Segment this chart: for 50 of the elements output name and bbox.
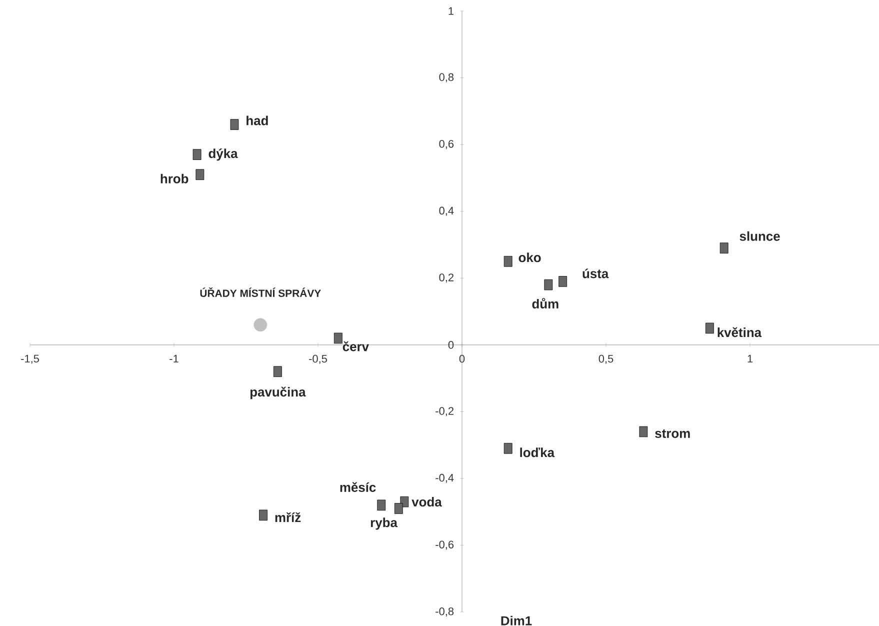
annotation: květina bbox=[718, 327, 762, 338]
x-tick-label: 0 bbox=[459, 354, 465, 363]
point bbox=[254, 318, 268, 332]
annotation: strom bbox=[655, 429, 690, 438]
text: ÚŘADY MÍSTNÍ SPRÁVY bbox=[200, 288, 321, 297]
y-tick-label: -0,6 bbox=[436, 540, 454, 550]
x-axis-title: Dim1 bbox=[501, 616, 532, 626]
point bbox=[720, 242, 728, 254]
x-tick-label: 1 bbox=[748, 354, 753, 362]
annotation: dům bbox=[532, 298, 558, 308]
annotation: pavučina bbox=[250, 386, 306, 400]
point bbox=[196, 169, 204, 180]
x-tick-label: -1 bbox=[170, 354, 178, 362]
y-tick-label: -0,8 bbox=[436, 607, 454, 617]
y-tick-label: -0,4 bbox=[436, 474, 454, 483]
y-tick-label: -0,2 bbox=[436, 407, 454, 416]
point bbox=[558, 276, 568, 287]
annotation: slunce bbox=[740, 231, 780, 241]
x-tick-label: 0,5 bbox=[598, 354, 614, 364]
point bbox=[544, 279, 553, 290]
point bbox=[192, 149, 202, 160]
x-tick-label: -0,5 bbox=[309, 354, 327, 364]
annotation: červ bbox=[342, 341, 369, 352]
point bbox=[230, 119, 239, 130]
annotation: had bbox=[246, 116, 268, 126]
annotation: oko bbox=[518, 252, 541, 262]
point bbox=[639, 426, 648, 438]
point bbox=[377, 500, 386, 511]
point bbox=[504, 442, 512, 454]
y-tick-label: 0,2 bbox=[439, 274, 454, 283]
y-tick-label: 0,4 bbox=[439, 206, 454, 216]
annotation: měsíc bbox=[340, 482, 376, 492]
point bbox=[504, 256, 512, 267]
annotation: mříž bbox=[275, 512, 301, 522]
y-tick-label: 0 bbox=[448, 341, 454, 349]
point bbox=[705, 322, 714, 334]
annotation: dýka bbox=[208, 148, 238, 161]
annotation: ryba bbox=[370, 518, 398, 530]
point bbox=[273, 366, 282, 377]
annotation: voda bbox=[412, 497, 442, 507]
x-tick-label: -1,5 bbox=[21, 354, 39, 364]
point bbox=[259, 510, 268, 521]
y-tick-label: 0,8 bbox=[439, 73, 454, 82]
point bbox=[334, 332, 342, 344]
y-tick-label: 0,6 bbox=[439, 140, 454, 150]
y-tick-label: 1 bbox=[448, 7, 454, 15]
annotation: hrob bbox=[160, 174, 188, 184]
annotation: loďka bbox=[520, 448, 555, 458]
annotation: ústa bbox=[582, 268, 609, 278]
point bbox=[394, 503, 403, 514]
